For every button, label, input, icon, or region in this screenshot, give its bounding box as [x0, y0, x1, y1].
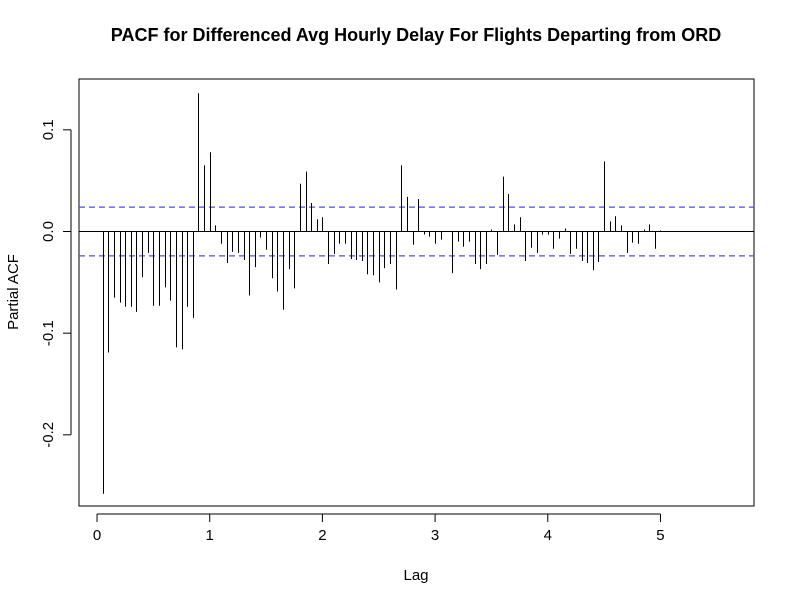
y-axis: -0.2 -0.1 0.0 0.1 [40, 119, 72, 448]
x-axis: 0 1 2 3 4 5 [93, 513, 665, 544]
x-tick-label: 2 [318, 527, 326, 544]
pacf-bars [103, 93, 661, 494]
y-tick-label: 0.1 [40, 119, 57, 140]
x-tick-label: 3 [431, 527, 439, 544]
plot-frame [78, 78, 755, 507]
x-tick-label: 1 [206, 527, 214, 544]
confidence-bounds [79, 206, 754, 257]
x-tick-label: 5 [656, 527, 664, 544]
y-axis-label: Partial ACF [5, 254, 22, 330]
x-tick-label: 4 [544, 527, 552, 544]
y-tick-label: -0.2 [40, 422, 57, 448]
chart-title: PACF for Differenced Avg Hourly Delay Fo… [111, 25, 721, 45]
x-axis-label: Lag [403, 567, 428, 584]
y-tick-label: 0.0 [40, 221, 57, 242]
x-tick-label: 0 [93, 527, 101, 544]
y-tick-label: -0.1 [40, 320, 57, 346]
